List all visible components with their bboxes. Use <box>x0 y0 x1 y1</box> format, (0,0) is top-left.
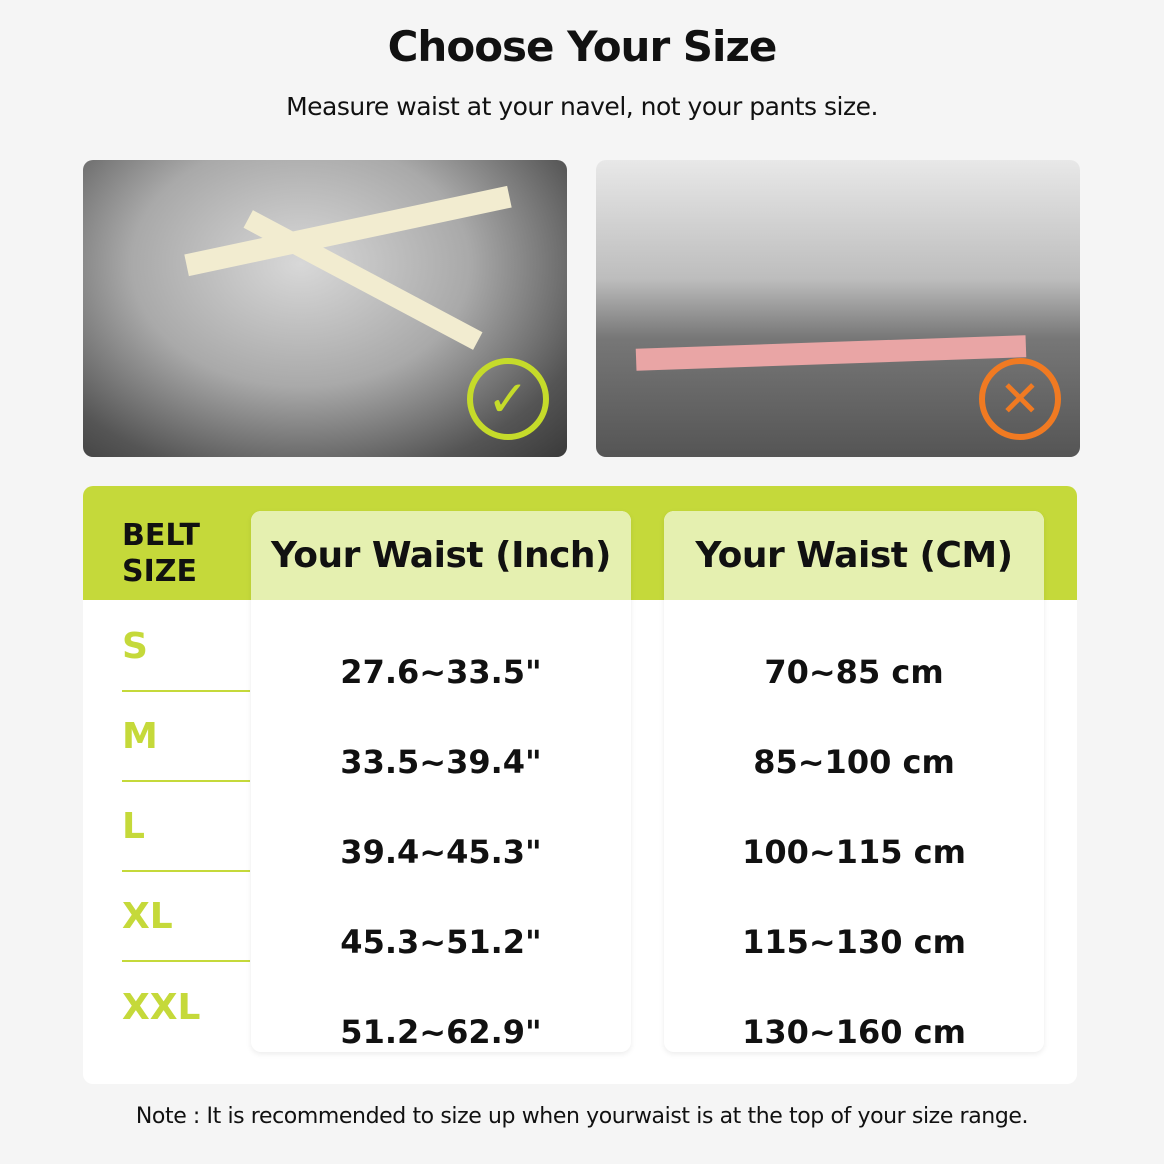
table-cell-inch: 45.3~51.2" <box>340 923 542 961</box>
table-cell-inch: 33.5~39.4" <box>340 743 542 781</box>
column-header-inch: Your Waist (Inch) <box>251 511 631 600</box>
page-title: Choose Your Size <box>387 22 778 71</box>
table-cell-cm: 70~85 cm <box>764 653 944 691</box>
belt-size-label-line1: BELT <box>122 518 200 553</box>
incorrect-measurement-photo: ✕ <box>596 160 1080 457</box>
waist-cm-column: Your Waist (CM) 70~85 cm 85~100 cm 100~1… <box>664 511 1044 1052</box>
size-label: M <box>122 692 250 782</box>
page-subtitle: Measure waist at your navel, not your pa… <box>286 92 878 121</box>
table-cell-cm: 115~130 cm <box>742 923 966 961</box>
measuring-tape <box>635 335 1027 371</box>
size-label: XXL <box>122 986 201 1028</box>
x-circle-icon: ✕ <box>979 358 1061 440</box>
table-cell-cm: 130~160 cm <box>742 1013 966 1051</box>
size-label: L <box>122 782 250 872</box>
belt-size-label-line2: SIZE <box>122 554 198 589</box>
table-cell-inch: 27.6~33.5" <box>340 653 542 691</box>
size-label: S <box>122 602 250 692</box>
table-cell-inch: 51.2~62.9" <box>340 1013 542 1051</box>
table-cell-inch: 39.4~45.3" <box>340 833 542 871</box>
table-cell-cm: 85~100 cm <box>753 743 955 781</box>
correct-measurement-photo: ✓ <box>83 160 567 457</box>
column-header-cm: Your Waist (CM) <box>664 511 1044 600</box>
waist-inch-column: Your Waist (Inch) 27.6~33.5" 33.5~39.4" … <box>251 511 631 1052</box>
belt-size-header: BELT SIZE <box>122 518 200 590</box>
sizing-note: Note : It is recommended to size up when… <box>135 1104 1029 1129</box>
size-table: BELT SIZE S M L XL XXL Your Waist (Inch)… <box>83 486 1077 1084</box>
table-cell-cm: 100~115 cm <box>742 833 966 871</box>
size-label: XL <box>122 872 250 962</box>
check-circle-icon: ✓ <box>467 358 549 440</box>
